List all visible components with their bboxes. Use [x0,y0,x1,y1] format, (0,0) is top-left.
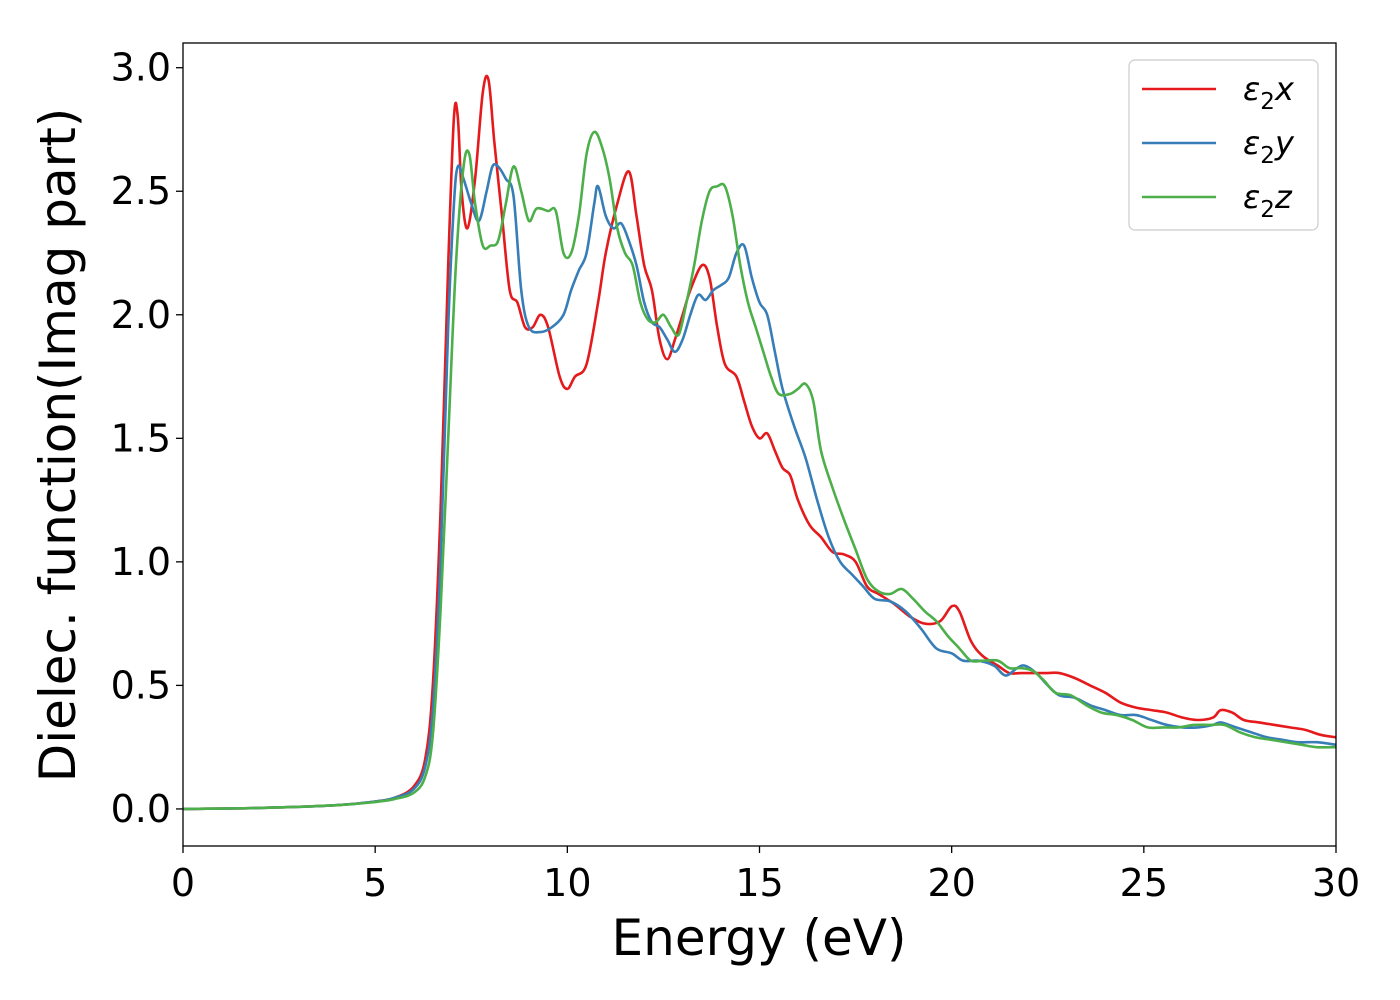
x-axis-label: Energy (eV) [612,909,907,967]
x-tick-label: 10 [543,861,591,905]
y-tick-label: 2.5 [111,169,171,213]
x-tick-label: 15 [735,861,783,905]
x-tick-label: 30 [1312,861,1360,905]
y-tick-label: 2.0 [111,293,171,337]
legend-box [1128,59,1319,231]
x-axis-ticks: 0 5 10 15 20 25 30 [171,846,1360,905]
legend-label-z: ε2z [1243,178,1293,223]
x-tick-label: 0 [171,861,195,905]
y-tick-label: 3.0 [111,46,171,90]
legend: ε2x ε2y ε2z [1128,59,1319,231]
series-line-z [182,130,1337,811]
legend-label-y: ε2y [1243,124,1295,169]
x-tick-label: 25 [1120,861,1168,905]
series-line-x [182,74,1337,811]
y-tick-label: 0.5 [111,663,171,707]
y-axis-label: Dielec. function(Imag part) [29,108,87,783]
y-tick-label: 1.5 [111,416,171,460]
legend-label-x: ε2x [1243,70,1295,115]
y-tick-label: 1.0 [111,540,171,584]
y-axis-ticks: 0.0 0.5 1.0 1.5 2.0 2.5 3.0 [111,46,183,831]
y-tick-label: 0.0 [111,787,171,831]
x-tick-label: 5 [363,861,387,905]
x-tick-label: 20 [927,861,975,905]
series-lines [182,74,1337,811]
